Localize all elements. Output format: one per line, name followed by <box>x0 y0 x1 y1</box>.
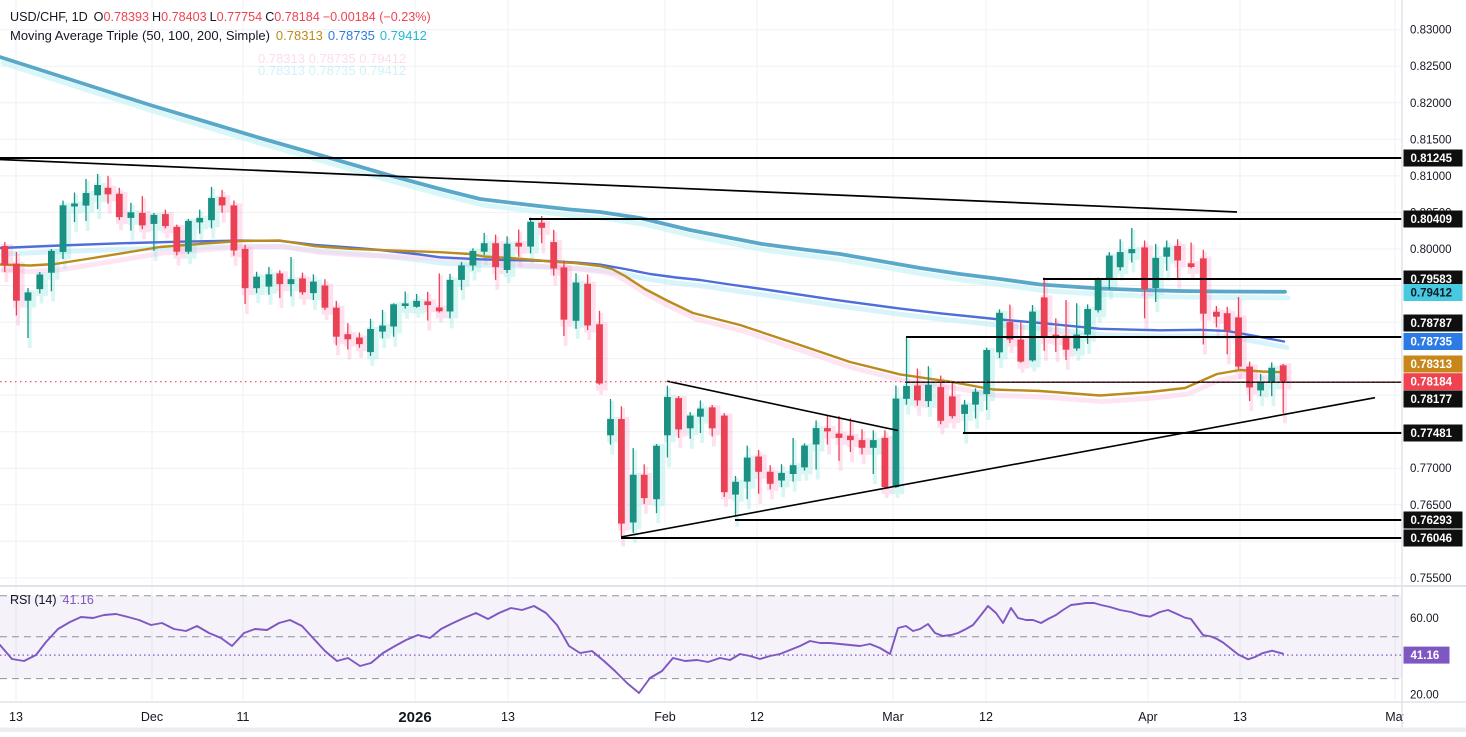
svg-text:13: 13 <box>1233 710 1247 724</box>
svg-text:Mar: Mar <box>882 710 904 724</box>
svg-text:0.78787: 0.78787 <box>1411 318 1453 330</box>
svg-text:0.78735: 0.78735 <box>1411 337 1453 349</box>
svg-text:0.77000: 0.77000 <box>1410 463 1452 475</box>
svg-text:0.75500: 0.75500 <box>1410 573 1452 585</box>
svg-text:0.79412: 0.79412 <box>1411 288 1453 300</box>
svg-text:20.00: 20.00 <box>1410 689 1439 701</box>
svg-text:0.76293: 0.76293 <box>1411 515 1453 527</box>
svg-text:12: 12 <box>979 710 993 724</box>
svg-text:0.77481: 0.77481 <box>1411 428 1453 440</box>
svg-text:12: 12 <box>750 710 764 724</box>
svg-text:0.78177: 0.78177 <box>1411 394 1453 406</box>
svg-text:0.76500: 0.76500 <box>1410 500 1452 512</box>
svg-text:0.81500: 0.81500 <box>1410 134 1452 146</box>
svg-text:0.78313 0.78735 0.79412: 0.78313 0.78735 0.79412 <box>258 63 406 78</box>
svg-text:0.81000: 0.81000 <box>1410 171 1452 183</box>
svg-text:Apr: Apr <box>1138 710 1157 724</box>
svg-text:13: 13 <box>501 710 515 724</box>
svg-text:Moving Average Triple (50, 100: Moving Average Triple (50, 100, 200, Sim… <box>10 28 427 43</box>
svg-text:0.82000: 0.82000 <box>1410 98 1452 110</box>
svg-text:60.00: 60.00 <box>1410 613 1439 625</box>
svg-text:0.78313 0.78735 0.79412: 0.78313 0.78735 0.79412 <box>258 51 406 66</box>
svg-text:0.80000: 0.80000 <box>1410 244 1452 256</box>
svg-text:0.82500: 0.82500 <box>1410 61 1452 73</box>
svg-text:41.16: 41.16 <box>1411 650 1440 662</box>
svg-text:Feb: Feb <box>654 710 676 724</box>
svg-text:0.81245: 0.81245 <box>1411 153 1453 165</box>
svg-text:0.76046: 0.76046 <box>1411 533 1453 545</box>
svg-text:13: 13 <box>9 710 23 724</box>
svg-text:0.79583: 0.79583 <box>1411 274 1453 286</box>
svg-text:11: 11 <box>237 710 250 724</box>
svg-text:2026: 2026 <box>398 709 431 726</box>
svg-text:0.83000: 0.83000 <box>1410 25 1452 37</box>
svg-text:0.78184: 0.78184 <box>1411 377 1453 389</box>
svg-text:0.78313: 0.78313 <box>1411 359 1453 371</box>
svg-text:Dec: Dec <box>141 710 163 724</box>
svg-text:0.80409: 0.80409 <box>1411 214 1453 226</box>
svg-text:RSI (14)41.16: RSI (14) 41.16 <box>10 593 94 607</box>
